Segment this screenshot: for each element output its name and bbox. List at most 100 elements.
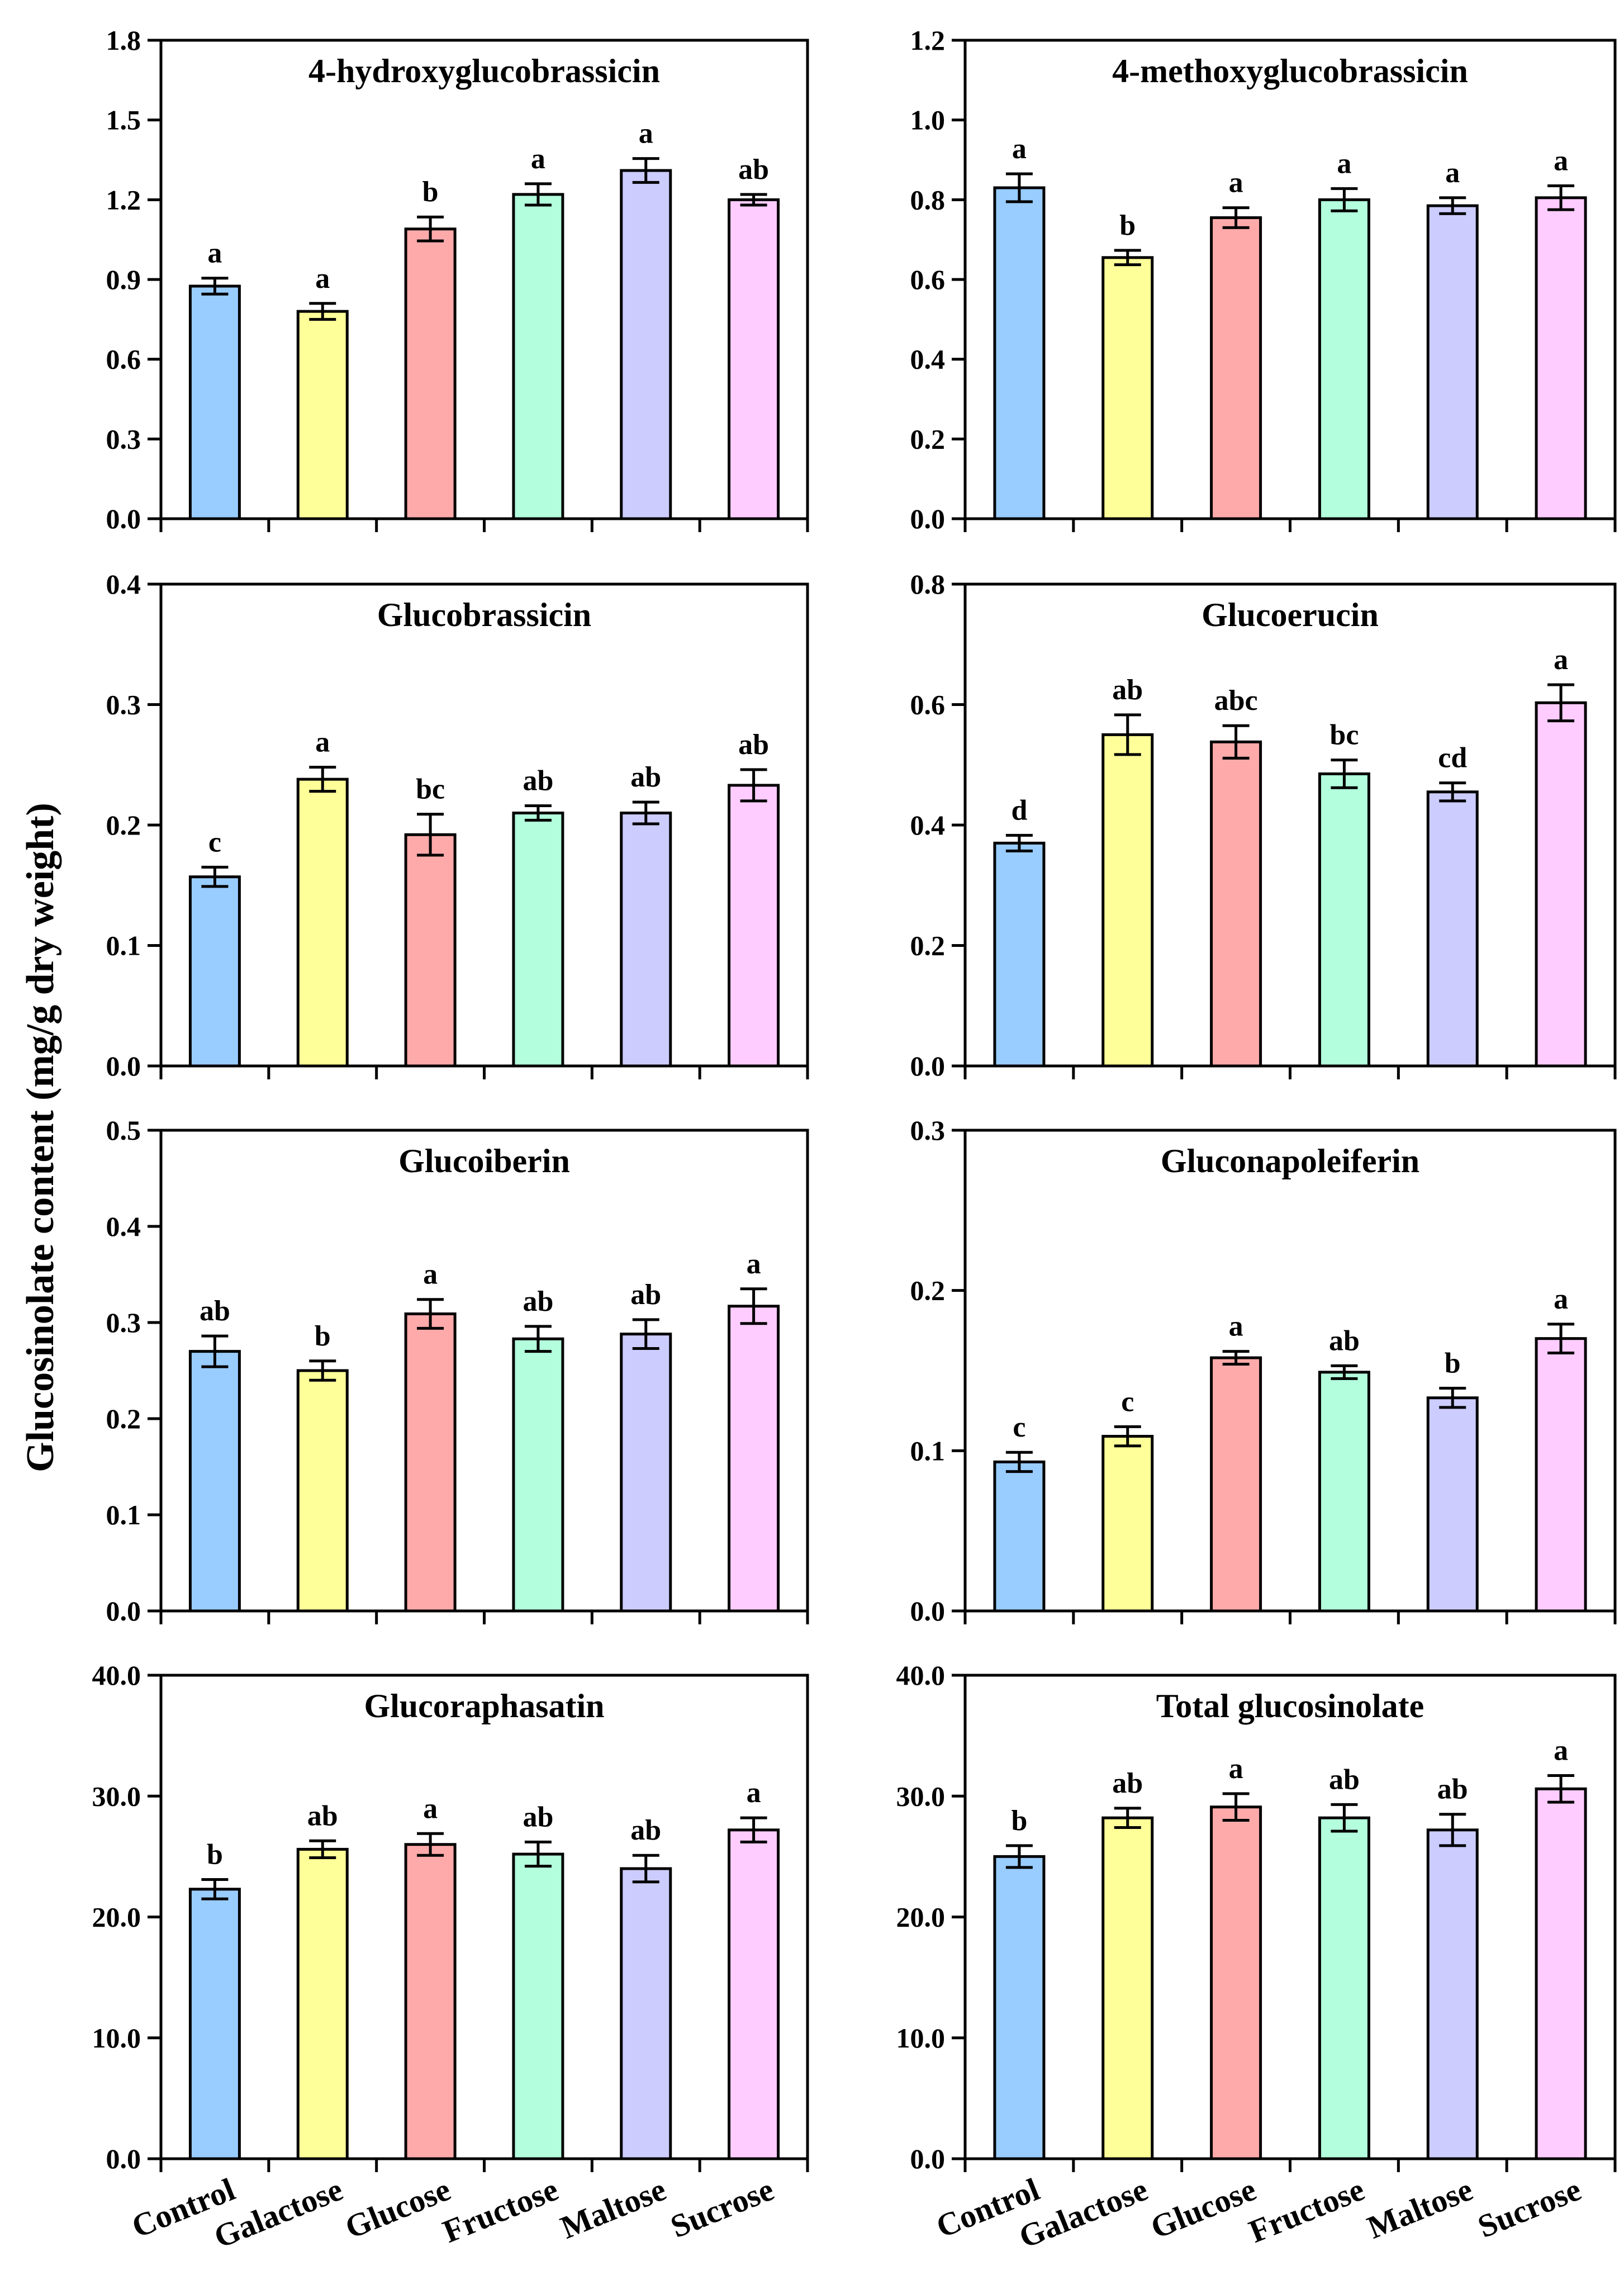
significance-label: ab <box>630 1814 661 1846</box>
significance-label: a <box>747 1248 761 1280</box>
significance-label: a <box>1012 133 1027 165</box>
bar <box>1535 1337 1587 1613</box>
bar <box>620 1867 672 2160</box>
chart-title: Total glucosinolate <box>1156 1688 1424 1724</box>
significance-label: ab <box>738 729 769 761</box>
y-tick-label: 0.3 <box>106 689 141 721</box>
y-tick-label: 0.9 <box>106 264 141 295</box>
significance-label: a <box>1229 167 1243 199</box>
y-tick-label: 20.0 <box>896 1902 946 1933</box>
y-tick-label: 0.4 <box>106 568 141 600</box>
significance-label: a <box>1554 644 1568 676</box>
bar <box>620 811 672 1068</box>
bar <box>1210 740 1262 1068</box>
y-tick-label: 30.0 <box>896 1780 946 1812</box>
significance-label: ab <box>1329 1325 1360 1357</box>
category-label: Sucrose <box>666 2171 779 2245</box>
y-tick-label: 0.0 <box>910 1595 946 1627</box>
chart-title: 4-hydroxyglucobrassicin <box>308 53 660 89</box>
bar <box>188 875 241 1068</box>
bar <box>404 1843 457 2160</box>
bar <box>512 193 564 520</box>
significance-label: c <box>1121 1386 1134 1418</box>
significance-label: ab <box>1112 674 1143 706</box>
chart-title: Gluconapoleiferin <box>1161 1143 1419 1179</box>
chart-title: Glucobrassicin <box>377 596 591 633</box>
plot-frame <box>159 1129 809 1613</box>
plot-frame <box>963 1674 1617 2160</box>
bar <box>1535 196 1587 520</box>
significance-label: a <box>1554 145 1568 177</box>
bar <box>1210 1356 1262 1613</box>
bar <box>1535 701 1587 1068</box>
bar <box>1426 1828 1479 2160</box>
bar <box>404 228 457 520</box>
category-label: Glucose <box>340 2171 455 2246</box>
chart-panel: Total glucosinolate 0.0 10.0 20.0 30.0 40.0 b a… <box>896 1660 1617 2255</box>
bar <box>993 186 1046 520</box>
y-tick-label: 0.2 <box>106 1403 141 1434</box>
y-tick-label: 0.6 <box>910 689 946 721</box>
bar <box>993 1460 1046 1613</box>
plot-frame <box>159 1674 809 2160</box>
bar <box>1101 1435 1154 1613</box>
bar <box>728 1305 780 1613</box>
category-label: Maltose <box>555 2171 671 2246</box>
significance-label: ab <box>1437 1774 1468 1805</box>
bar <box>620 169 672 520</box>
significance-label: ab <box>630 761 661 793</box>
bar <box>728 1828 780 2160</box>
significance-label: a <box>747 1777 761 1809</box>
significance-label: c <box>1013 1411 1025 1443</box>
bar <box>296 778 349 1068</box>
y-tick-label: 0.8 <box>910 184 946 215</box>
y-tick-label: 0.2 <box>910 930 946 961</box>
chart-panel: 4-methoxyglucobrassicin 0.0 0.2 0.4 0.6 0.8 1.… <box>910 25 1617 534</box>
significance-label: ab <box>523 1801 553 1833</box>
bar <box>728 784 780 1068</box>
chart-title: 4-methoxyglucobrassicin <box>1112 53 1468 89</box>
significance-label: ab <box>523 765 553 797</box>
significance-label: a <box>315 263 330 295</box>
bar <box>512 1852 564 2160</box>
chart-panel: Gluconapoleiferin 0.0 0.1 0.2 0.3 c c a ab b a <box>910 1115 1617 1627</box>
chart-title: Glucoiberin <box>398 1143 570 1179</box>
significance-label: a <box>423 1259 438 1291</box>
chart-panel: 4-hydroxyglucobrassicin 0.0 0.3 0.6 0.9 1.2 1.… <box>106 25 809 534</box>
bar <box>188 285 241 520</box>
bar <box>1318 1371 1370 1613</box>
bar <box>1426 790 1479 1068</box>
y-tick-label: 1.8 <box>106 25 141 56</box>
significance-label: a <box>1554 1734 1568 1766</box>
significance-label: a <box>315 727 330 759</box>
plot-frame <box>963 39 1617 520</box>
significance-label: a <box>639 118 653 150</box>
y-tick-label: 10.0 <box>92 2022 141 2054</box>
significance-label: bc <box>1329 719 1359 751</box>
significance-label: a <box>423 1793 438 1824</box>
significance-label: ab <box>738 154 769 186</box>
y-tick-label: 0.2 <box>910 1275 946 1306</box>
y-tick-label: 1.0 <box>910 105 946 136</box>
bar <box>512 1337 564 1613</box>
y-axis-label: Glucosinolate content (mg/g dry weight) <box>19 803 62 1472</box>
significance-label: c <box>208 826 221 858</box>
bar <box>296 310 349 520</box>
y-tick-label: 40.0 <box>896 1660 946 1691</box>
y-tick-label: 0.4 <box>910 344 946 375</box>
chart-panel: Glucoiberin 0.0 0.1 0.2 0.3 0.4 0.5 ab b a ab ab a <box>106 1115 809 1627</box>
significance-label: b <box>1011 1805 1027 1837</box>
significance-label: b <box>207 1838 223 1870</box>
y-tick-label: 1.5 <box>106 105 141 136</box>
y-tick-label: 0.4 <box>910 809 946 841</box>
bar <box>1535 1787 1587 2160</box>
bar <box>1210 1805 1262 2160</box>
bar <box>993 841 1046 1068</box>
category-label: Glucose <box>1146 2171 1261 2246</box>
y-tick-label: 20.0 <box>92 1902 141 1933</box>
bar <box>296 1847 349 2160</box>
chart-panel: Glucoerucin 0.0 0.2 0.4 0.6 0.8 d ab abc bc cd a <box>910 568 1617 1082</box>
significance-label: a <box>531 143 545 175</box>
bar <box>1101 256 1154 520</box>
